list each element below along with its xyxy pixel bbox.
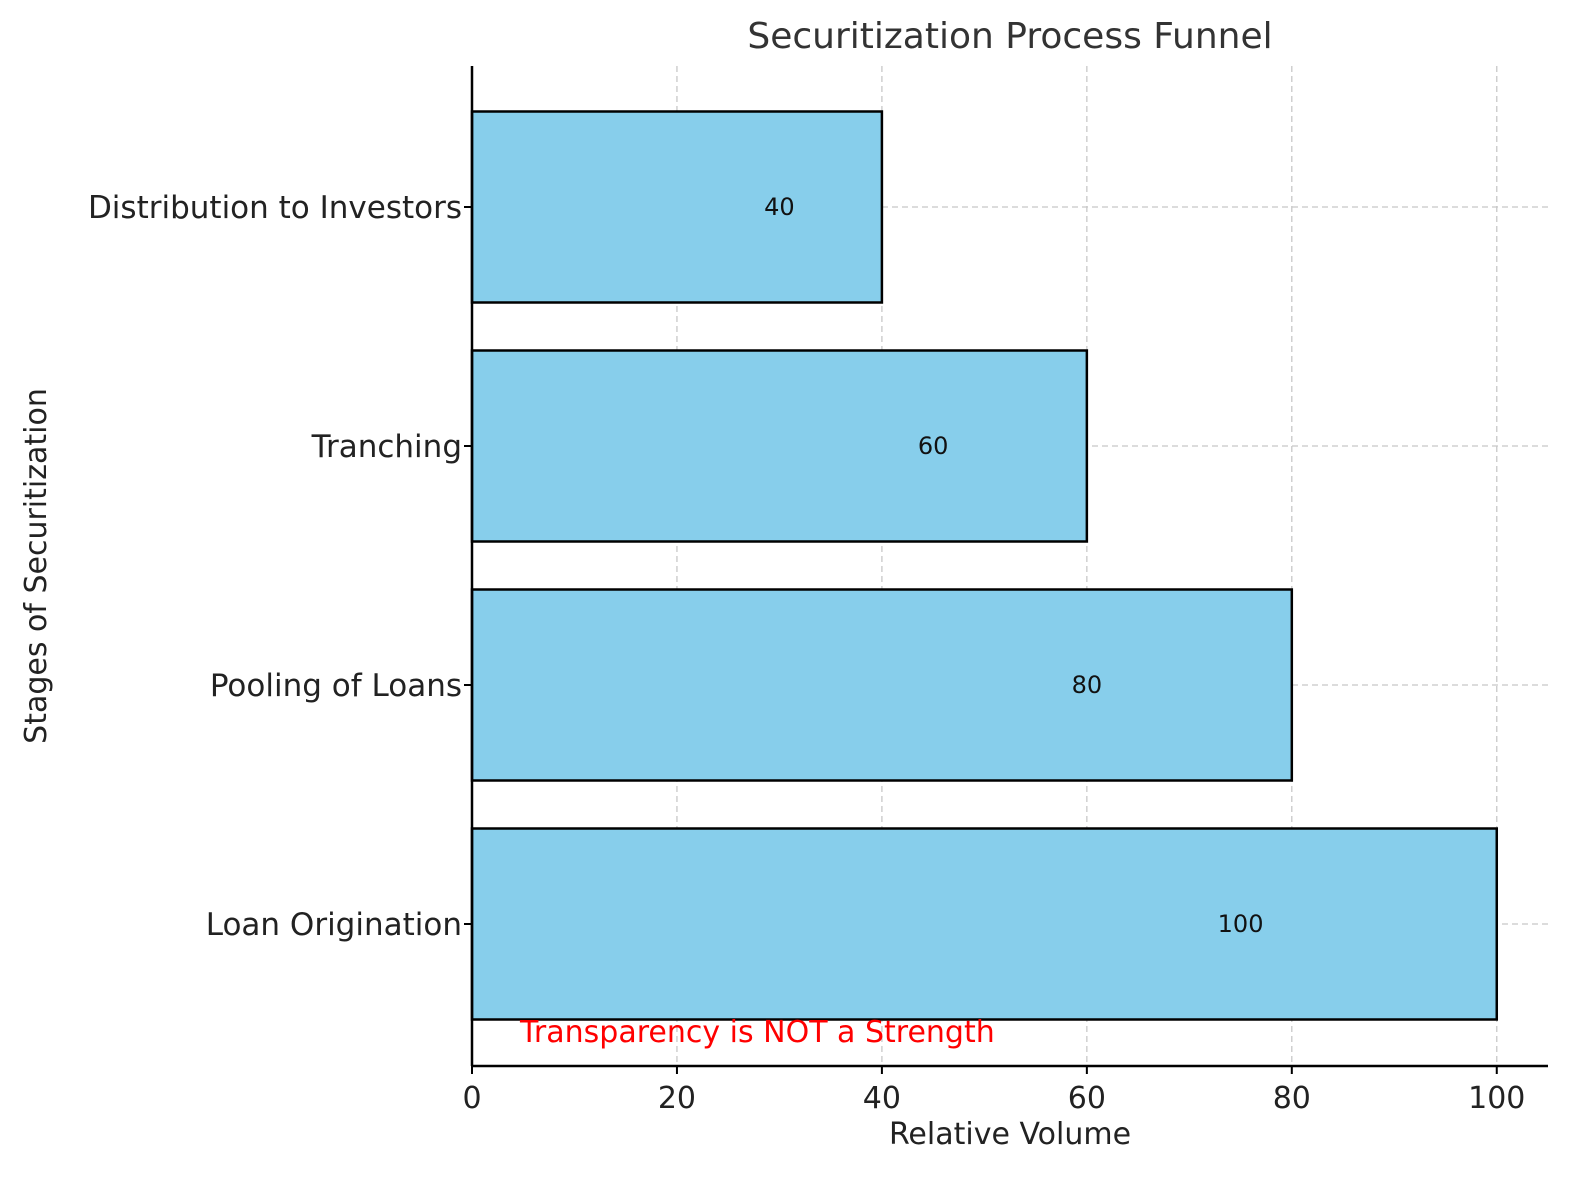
y-tick-label: Pooling of Loans <box>210 668 462 704</box>
chart-title: Securitization Process Funnel <box>747 16 1272 57</box>
y-axis-label: Stages of Securitization <box>19 388 54 744</box>
ticks: 0 20 40 60 80 100 Loan Origination Pooling of L… <box>88 190 1525 1116</box>
bar <box>470 588 1294 782</box>
bars <box>470 110 1499 1021</box>
y-tick-label: Distribution to Investors <box>88 190 462 226</box>
y-tick-label: Loan Origination <box>206 907 462 943</box>
bar-value-label: 60 <box>918 432 949 460</box>
bar-value-label: 40 <box>764 193 795 221</box>
x-tick-label: 100 <box>1468 1081 1525 1116</box>
x-tick-label: 20 <box>658 1081 696 1116</box>
bar-value-label: 100 <box>1218 910 1264 938</box>
x-tick-label: 40 <box>863 1081 901 1116</box>
bar <box>470 110 884 304</box>
bar <box>470 349 1089 543</box>
bar-value-labels: 100 80 60 40 <box>764 193 1263 938</box>
x-axis-label: Relative Volume <box>889 1117 1131 1152</box>
y-tick-label: Tranching <box>311 429 462 465</box>
annotation-text: Transparency is NOT a Strength <box>519 1015 995 1050</box>
axes <box>470 66 1548 1068</box>
x-tick-label: 80 <box>1273 1081 1311 1116</box>
bar-value-label: 80 <box>1072 671 1103 699</box>
x-tick-label: 0 <box>462 1081 481 1116</box>
x-tick-label: 60 <box>1068 1081 1106 1116</box>
bar <box>470 827 1499 1021</box>
